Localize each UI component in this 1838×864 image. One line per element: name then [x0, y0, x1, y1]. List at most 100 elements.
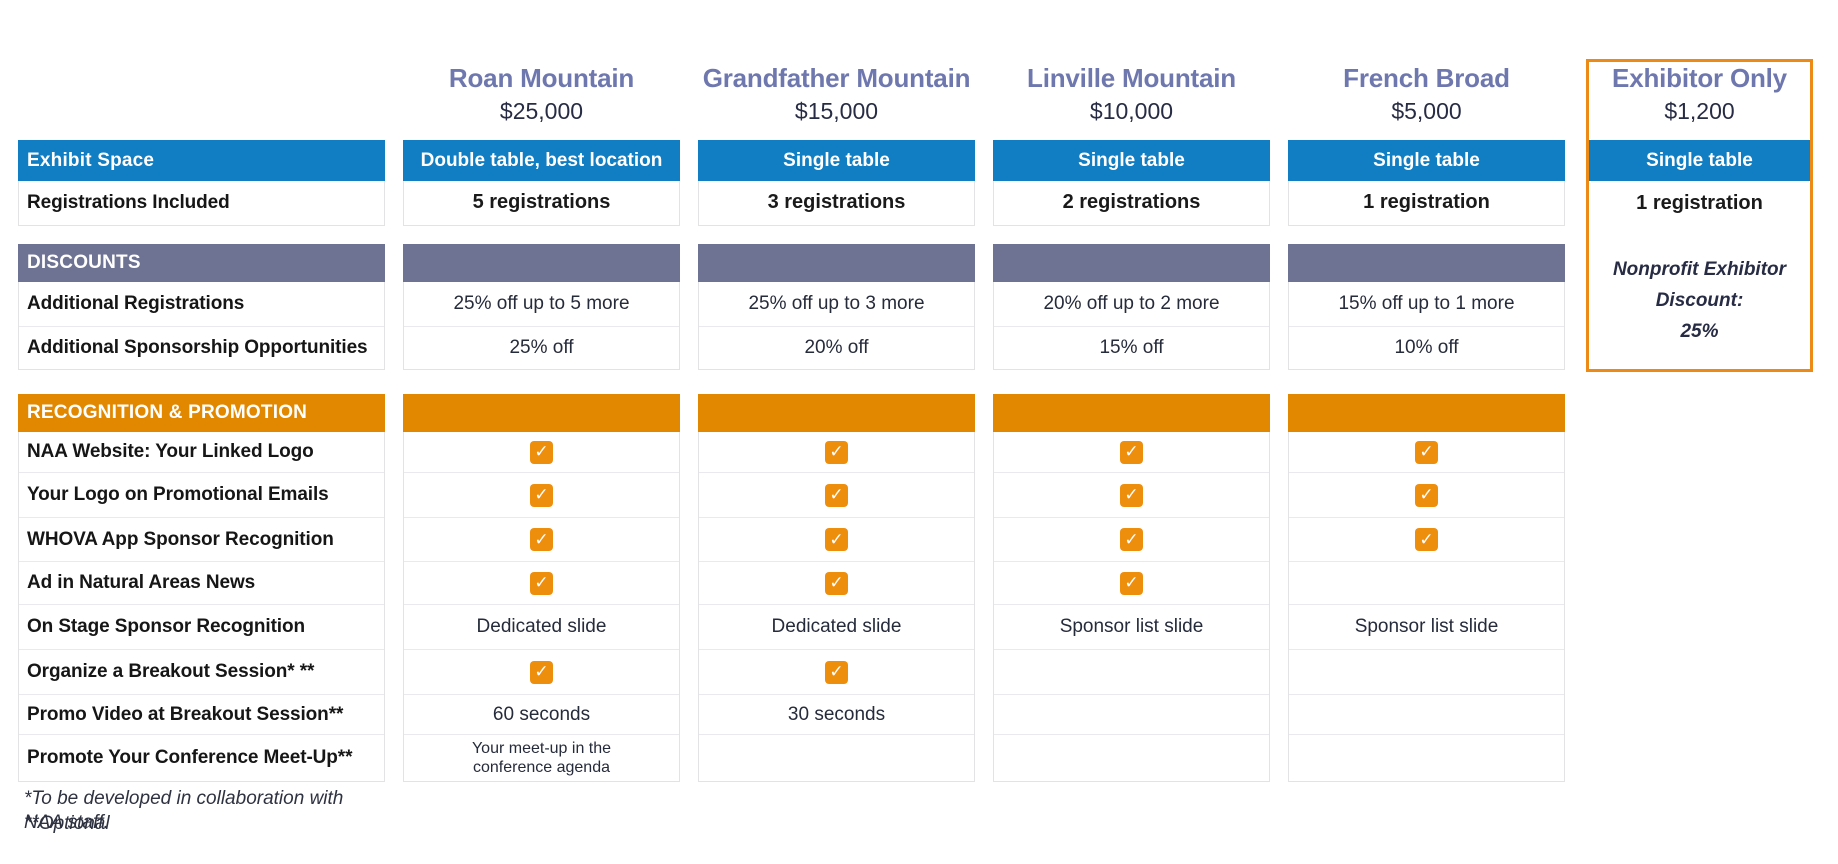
nonprofit-discount-note: Nonprofit Exhibitor Discount: 25%: [1586, 254, 1813, 347]
footnote-collaboration: *To be developed in collaboration with N…: [24, 788, 344, 833]
promo-emails-label: Your Logo on Promotional Emails: [19, 472, 384, 517]
additional-sponsorship-value: 10% off: [1289, 326, 1564, 368]
recognition-value-bar: [698, 394, 975, 432]
cell-promo-emails: ✓: [699, 472, 974, 517]
recognition-header-label: RECOGNITION & PROMOTION: [27, 402, 308, 423]
meetup-label: Promote Your Conference Meet-Up**: [19, 734, 384, 781]
column-exhibitor-only: Exhibitor Only $1,200 Single table 1 reg…: [1586, 0, 1813, 864]
cell-promo-emails: ✓: [404, 472, 679, 517]
check-icon: ✓: [530, 440, 553, 464]
recognition-card: ✓ ✓ ✓ Sponsor list slide: [1288, 432, 1565, 782]
additional-sponsorship-label: Additional Sponsorship Opportunities: [19, 326, 384, 368]
discounts-card: 25% off up to 3 more 20% off: [698, 282, 975, 370]
check-icon: ✓: [530, 571, 553, 595]
cell-promo-video: 60 seconds: [404, 694, 679, 734]
cell-on-stage: Sponsor list slide: [994, 604, 1269, 649]
exhibit-space-value-bar: Single table: [1589, 140, 1810, 181]
exhibit-space-value-bar: Double table, best location: [403, 140, 680, 181]
exhibit-space-label-card: Registrations Included: [18, 181, 385, 226]
recognition-value-bar: [403, 394, 680, 432]
column-linville-mountain: Linville Mountain $10,000 Single table 2…: [993, 0, 1270, 864]
registrations-card: 2 registrations: [993, 181, 1270, 226]
check-icon: ✓: [1120, 483, 1143, 507]
cell-on-stage: Sponsor list slide: [1289, 604, 1564, 649]
discounts-value-bar: [1288, 244, 1565, 282]
cell-promo-emails: ✓: [994, 472, 1269, 517]
nonprofit-note-line2: Discount:: [1655, 290, 1744, 311]
registrations-value: 5 registrations: [472, 191, 611, 213]
additional-sponsorship-value: 20% off: [699, 326, 974, 368]
exhibit-space-header-label: Exhibit Space: [27, 149, 155, 171]
discounts-value-bar: [403, 244, 680, 282]
registrations-value: 1 registration: [1636, 192, 1763, 214]
plan-name-linville: Linville Mountain: [1027, 63, 1236, 93]
cell-meetup-empty: [699, 734, 974, 781]
check-icon: ✓: [530, 660, 553, 684]
plan-price-grandfather: $15,000: [794, 98, 879, 124]
naa-website-label: NAA Website: Your Linked Logo: [27, 441, 314, 462]
breakout-session-label: Organize a Breakout Session* **: [19, 649, 384, 694]
registrations-included-label: Registrations Included: [27, 191, 230, 213]
promo-video-label: Promo Video at Breakout Session**: [19, 694, 384, 734]
recognition-label-card: NAA Website: Your Linked Logo Your Logo …: [18, 432, 385, 782]
cell-natural-areas-news: ✓: [994, 561, 1269, 604]
check-icon: ✓: [825, 440, 848, 464]
cell-promo-video: 30 seconds: [699, 694, 974, 734]
check-icon: ✓: [1415, 483, 1438, 507]
exhibit-space-value: Single table: [1078, 149, 1185, 171]
discounts-value-bar: [698, 244, 975, 282]
plan-price-linville: $10,000: [1089, 98, 1174, 124]
exhibitor-highlight-box: [1586, 59, 1813, 372]
cell-meetup-empty: [994, 734, 1269, 781]
exhibit-space-value: Single table: [1373, 149, 1480, 171]
recognition-card: ✓ ✓ ✓ ✓ Dedicated slide ✓ 60 seconds You…: [403, 432, 680, 782]
nonprofit-note-line1: Nonprofit Exhibitor: [1612, 259, 1787, 280]
recognition-card: ✓ ✓ ✓ ✓ Sponsor list slide: [993, 432, 1270, 782]
registrations-card: 3 registrations: [698, 181, 975, 226]
cell-meetup: Your meet-up in the conference agenda: [404, 734, 679, 781]
exhibit-space-value: Double table, best location: [420, 149, 663, 171]
discounts-value-bar: [993, 244, 1270, 282]
cell-promo-video-empty: [1289, 694, 1564, 734]
check-icon: ✓: [1120, 571, 1143, 595]
plan-price-exhibitor: $1,200: [1664, 98, 1735, 124]
label-column: Exhibit Space Registrations Included DIS…: [18, 0, 385, 864]
plan-name-french-broad: French Broad: [1343, 63, 1510, 93]
additional-sponsorship-value: 15% off: [994, 326, 1269, 368]
additional-registrations-value: 15% off up to 1 more: [1338, 293, 1515, 314]
discounts-label-card: Additional Registrations Additional Spon…: [18, 282, 385, 370]
exhibit-space-section-header: Exhibit Space: [18, 140, 385, 181]
nonprofit-note-line3: 25%: [1680, 321, 1719, 342]
cell-natural-areas-news-empty: [1289, 561, 1564, 604]
check-icon: ✓: [1120, 440, 1143, 464]
recognition-section-header: RECOGNITION & PROMOTION: [18, 394, 385, 432]
additional-registrations-value: 25% off up to 5 more: [453, 293, 630, 314]
cell-whova: ✓: [994, 517, 1269, 561]
whova-label: WHOVA App Sponsor Recognition: [19, 517, 384, 561]
check-icon: ✓: [825, 483, 848, 507]
additional-registrations-label: Additional Registrations: [27, 293, 245, 314]
additional-registrations-value: 25% off up to 3 more: [748, 293, 925, 314]
natural-areas-news-label: Ad in Natural Areas News: [19, 561, 384, 604]
discounts-card: 15% off up to 1 more 10% off: [1288, 282, 1565, 370]
exhibit-space-value-bar: Single table: [993, 140, 1270, 181]
cell-whova: ✓: [1289, 517, 1564, 561]
plan-name-exhibitor: Exhibitor Only: [1612, 63, 1787, 93]
cell-naa-website: ✓: [404, 432, 679, 472]
discounts-section-header: DISCOUNTS: [18, 244, 385, 282]
on-stage-label: On Stage Sponsor Recognition: [19, 604, 384, 649]
check-icon: ✓: [1120, 528, 1143, 551]
discounts-header-label: DISCOUNTS: [27, 252, 141, 273]
cell-whova: ✓: [699, 517, 974, 561]
exhibit-space-value-bar: Single table: [698, 140, 975, 181]
additional-registrations-value: 20% off up to 2 more: [1043, 293, 1220, 314]
cell-promo-video-empty: [994, 694, 1269, 734]
plan-name-grandfather: Grandfather Mountain: [702, 63, 971, 93]
registrations-card: 1 registration: [1288, 181, 1565, 226]
cell-promo-emails: ✓: [1289, 472, 1564, 517]
check-icon: ✓: [1415, 528, 1438, 551]
recognition-value-bar: [993, 394, 1270, 432]
exhibit-space-value: Single table: [783, 149, 890, 171]
column-grandfather-mountain: Grandfather Mountain $15,000 Single tabl…: [698, 0, 975, 864]
